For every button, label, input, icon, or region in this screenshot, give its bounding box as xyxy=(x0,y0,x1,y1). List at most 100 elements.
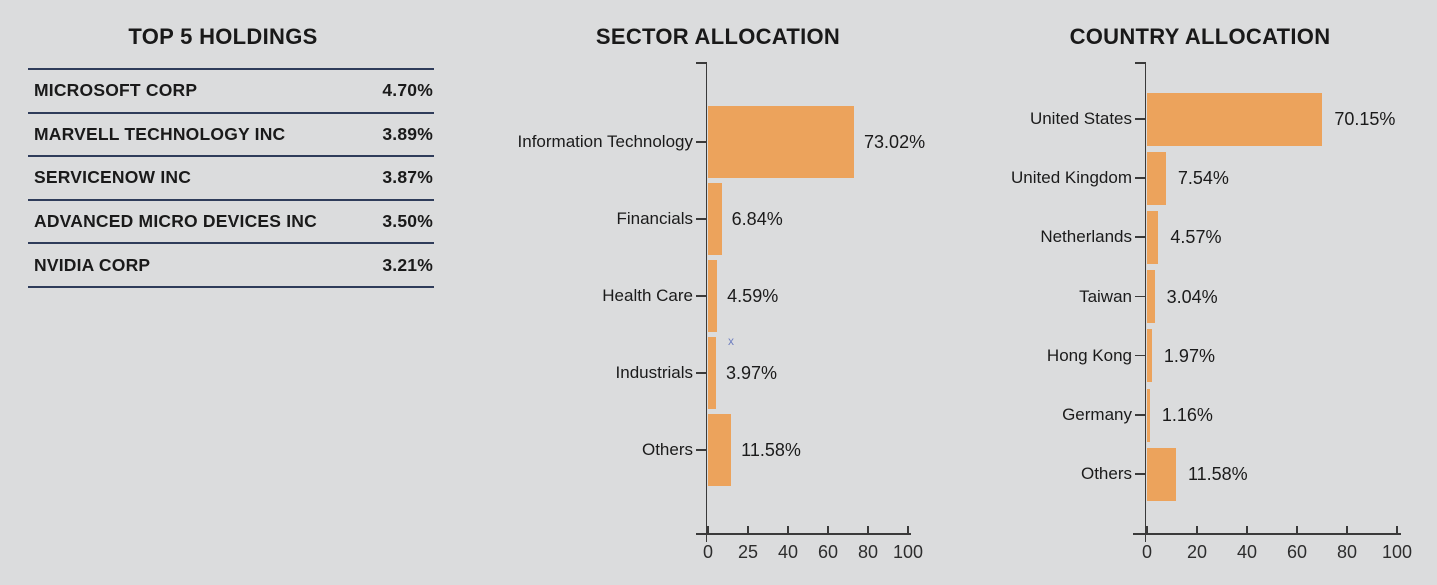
value-label: 73.02% xyxy=(864,132,926,152)
x-axis-tick xyxy=(787,526,789,533)
x-axis-tick-label: 25 xyxy=(737,542,759,562)
y-axis xyxy=(705,62,708,542)
stray-x-annotation: x xyxy=(728,334,734,348)
holding-value: 4.70% xyxy=(382,80,433,101)
x-axis-tick xyxy=(1346,526,1348,533)
category-label: United States xyxy=(1029,109,1132,128)
category-tick xyxy=(696,372,706,374)
holding-value: 3.87% xyxy=(382,167,433,188)
holdings-title: TOP 5 HOLDINGS xyxy=(128,24,318,49)
value-label: 1.97% xyxy=(1163,345,1215,366)
category-tick xyxy=(696,449,706,451)
holding-value: 3.89% xyxy=(382,123,433,144)
x-axis-tick-label: 0 xyxy=(1141,542,1152,562)
category-tick xyxy=(1135,354,1145,357)
holding-name: ADVANCED MICRO DEVICES INC xyxy=(34,211,317,232)
x-axis-tick xyxy=(867,526,869,533)
category-label: Others xyxy=(641,440,693,459)
x-axis-tick xyxy=(1396,526,1398,533)
category-label: Financials xyxy=(616,209,693,228)
category-label: Industrials xyxy=(615,363,693,382)
bar xyxy=(1147,92,1323,146)
value-label: 3.04% xyxy=(1166,286,1218,307)
holding-name: SERVICENOW INC xyxy=(34,167,192,188)
category-tick xyxy=(1135,295,1145,298)
category-tick xyxy=(696,141,706,143)
x-axis-tick-label: 0 xyxy=(702,542,713,562)
bar xyxy=(1147,270,1155,324)
x-axis xyxy=(696,533,911,535)
holding-name: MARVELL TECHNOLOGY INC xyxy=(34,123,286,144)
top-holdings-table: MICROSOFT CORP 4.70% MARVELL TECHNOLOGY IN… xyxy=(28,68,434,288)
category-tick xyxy=(1135,177,1145,179)
holding-name: NVIDIA CORP xyxy=(34,254,151,275)
value-label: 11.58% xyxy=(1187,464,1248,485)
category-label: Information Technology xyxy=(517,132,693,151)
value-label: 7.54% xyxy=(1177,168,1229,189)
x-axis-tick xyxy=(827,526,829,533)
category-label: Taiwan xyxy=(1079,286,1132,306)
holding-value: 3.21% xyxy=(382,254,433,275)
x-axis-tick-label: 40 xyxy=(777,542,799,562)
category-label: Hong Kong xyxy=(1046,345,1132,365)
x-axis-tick xyxy=(747,526,749,533)
x-axis-tick-label: 20 xyxy=(1186,542,1208,562)
category-label: United Kingdom xyxy=(1011,168,1132,188)
category-tick xyxy=(696,218,706,220)
bar xyxy=(1147,210,1159,264)
holding-name: MICROSOFT CORP xyxy=(34,80,198,101)
sector-chart-title: SECTOR ALLOCATION xyxy=(595,24,841,49)
bar xyxy=(708,106,854,178)
bar xyxy=(1147,447,1176,501)
x-axis-tick xyxy=(1146,526,1148,533)
x-axis-tick xyxy=(1246,526,1248,533)
category-tick xyxy=(1135,236,1145,239)
bar xyxy=(708,183,722,255)
bar xyxy=(1147,329,1152,383)
y-axis xyxy=(1144,62,1147,542)
x-axis-tick xyxy=(1296,526,1298,533)
value-label: 1.16% xyxy=(1161,405,1213,425)
category-label: Netherlands xyxy=(1040,227,1132,247)
holdings-row: NVIDIA CORP 3.21% xyxy=(28,242,434,286)
holdings-row: MICROSOFT CORP 4.70% xyxy=(28,68,434,112)
category-tick xyxy=(1135,414,1145,416)
bar xyxy=(1147,388,1150,442)
x-axis-tick-label: 80 xyxy=(1336,542,1358,562)
bar xyxy=(1147,151,1166,205)
holdings-row: SERVICENOW INC 3.87% xyxy=(28,155,434,199)
y-axis-end-tick xyxy=(696,62,706,64)
x-axis-tick xyxy=(907,526,909,533)
value-label: 3.97% xyxy=(725,363,777,383)
category-tick xyxy=(1135,473,1145,475)
x-axis-tick xyxy=(707,526,709,533)
category-label: Health Care xyxy=(602,286,693,305)
x-axis-tick-label: 40 xyxy=(1236,542,1258,562)
value-label: 11.58% xyxy=(741,440,801,460)
x-axis-tick-label: 80 xyxy=(857,542,879,562)
bar xyxy=(708,260,718,332)
value-label: 4.59% xyxy=(727,286,779,306)
country-chart-title: COUNTRY ALLOCATION xyxy=(1069,24,1331,49)
category-label: Germany xyxy=(1062,405,1132,424)
bar xyxy=(708,337,716,409)
category-tick xyxy=(1135,118,1145,120)
value-label: 70.15% xyxy=(1334,109,1396,129)
x-axis xyxy=(1133,533,1401,535)
x-axis-tick-label: 60 xyxy=(817,542,839,562)
value-label: 6.84% xyxy=(731,209,783,229)
x-axis-tick-label: 100 xyxy=(892,542,924,562)
value-label: 4.57% xyxy=(1170,227,1222,248)
x-axis-tick-label: 100 xyxy=(1381,542,1413,562)
holding-value: 3.50% xyxy=(382,211,433,232)
x-axis-tick xyxy=(1196,526,1198,533)
y-axis-end-tick xyxy=(1135,62,1145,64)
holdings-row: ADVANCED MICRO DEVICES INC 3.50% xyxy=(28,198,434,243)
holdings-row: MARVELL TECHNOLOGY INC 3.89% xyxy=(28,111,434,156)
category-label: Others xyxy=(1080,464,1132,484)
category-tick xyxy=(696,295,706,297)
x-axis-tick-label: 60 xyxy=(1286,542,1308,562)
